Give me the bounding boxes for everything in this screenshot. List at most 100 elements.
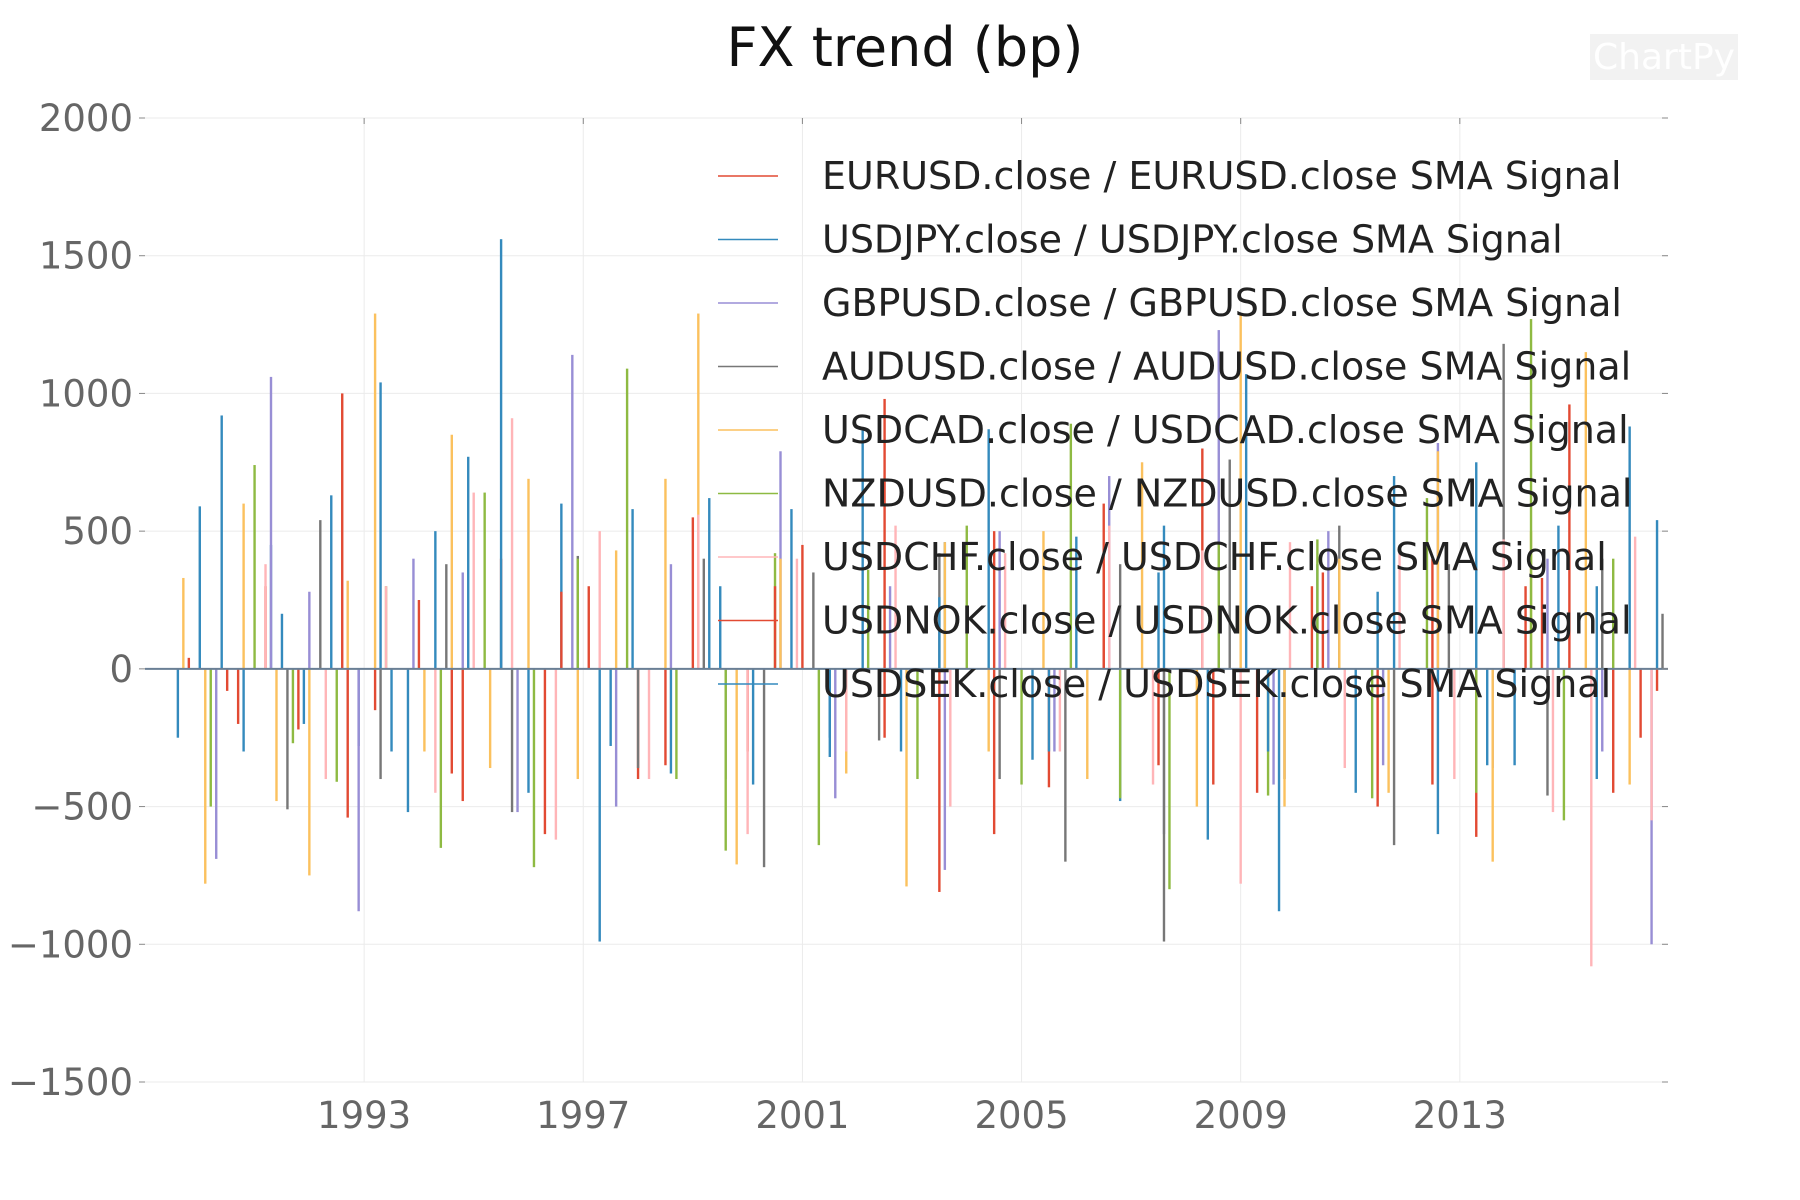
bar xyxy=(1338,558,1341,669)
legend-label: USDSEK.close / USDSEK.close SMA Signal xyxy=(822,662,1611,706)
bar xyxy=(1392,476,1396,669)
bar xyxy=(647,668,651,780)
bar xyxy=(708,498,711,669)
bar xyxy=(510,668,514,813)
series-bars xyxy=(264,418,1653,967)
bar xyxy=(1206,668,1210,840)
bar xyxy=(724,668,727,851)
x-tick-label: 1993 xyxy=(317,1094,411,1137)
bar xyxy=(384,586,388,669)
watermark-text: ChartPy xyxy=(1593,37,1735,78)
bar xyxy=(812,572,815,669)
bar xyxy=(176,668,180,738)
bar xyxy=(1162,525,1166,669)
bar xyxy=(598,531,601,669)
bar xyxy=(450,434,453,669)
legend-label: USDCHF.close / USDCHF.close SMA Signal xyxy=(822,535,1607,579)
bar xyxy=(346,580,349,669)
bar xyxy=(598,668,601,942)
bar xyxy=(1612,558,1615,669)
bar xyxy=(560,503,563,669)
bar xyxy=(209,668,212,807)
bar xyxy=(308,591,311,669)
bar xyxy=(1661,613,1664,669)
bar xyxy=(1201,550,1204,669)
bar xyxy=(1562,668,1566,821)
bar xyxy=(1502,539,1505,669)
bar xyxy=(499,239,503,669)
bar xyxy=(1540,577,1544,669)
legend-label: GBPUSD.close / GBPUSD.close SMA Signal xyxy=(822,281,1622,325)
bar xyxy=(1058,668,1062,752)
bar xyxy=(1502,343,1505,669)
bar xyxy=(943,542,947,669)
x-tick-label: 2001 xyxy=(755,1094,849,1137)
bar xyxy=(532,668,536,868)
bar xyxy=(702,558,705,669)
watermark: ChartPy xyxy=(1590,34,1738,80)
bar xyxy=(790,509,793,669)
bar xyxy=(697,514,700,669)
bar xyxy=(236,668,240,724)
legend-label: USDCAD.close / USDCAD.close SMA Signal xyxy=(822,408,1629,452)
bar xyxy=(735,668,738,865)
bar xyxy=(510,418,514,669)
bar xyxy=(834,668,837,799)
bar xyxy=(762,668,766,868)
bar xyxy=(614,668,618,807)
bar xyxy=(669,668,673,774)
bar xyxy=(417,600,421,669)
y-tick-label: 0 xyxy=(109,648,133,691)
bar xyxy=(1557,525,1560,669)
bar xyxy=(899,668,903,752)
bar xyxy=(488,668,492,769)
bar xyxy=(965,525,968,669)
bar xyxy=(1650,668,1653,821)
bar xyxy=(943,668,947,870)
bar xyxy=(1157,668,1160,766)
bar xyxy=(883,668,886,738)
bar xyxy=(1075,536,1078,669)
legend-label: EURUSD.close / EURUSD.close SMA Signal xyxy=(822,154,1622,198)
bar xyxy=(1020,668,1023,785)
bar xyxy=(1387,668,1390,793)
bar xyxy=(467,456,470,669)
x-tick-label: 1997 xyxy=(536,1094,630,1137)
bar xyxy=(1266,668,1270,752)
bar xyxy=(1628,668,1631,785)
bar xyxy=(1108,525,1111,669)
bar xyxy=(554,668,558,840)
bar xyxy=(1272,668,1275,785)
series-bars xyxy=(236,564,1642,835)
bar xyxy=(697,313,700,669)
bar xyxy=(1370,668,1374,799)
bar xyxy=(719,586,722,669)
bar xyxy=(373,668,377,711)
bar xyxy=(1475,668,1478,793)
bar xyxy=(664,668,667,766)
bar xyxy=(746,668,749,835)
bar xyxy=(1551,668,1555,813)
bar xyxy=(269,376,273,669)
bar xyxy=(1244,374,1248,669)
bar xyxy=(499,600,503,669)
bar xyxy=(861,429,864,669)
bar xyxy=(664,478,667,669)
bar xyxy=(1431,668,1434,785)
bar xyxy=(1283,668,1286,807)
bar xyxy=(845,668,848,752)
bar xyxy=(319,520,322,669)
bar xyxy=(609,668,612,746)
bar xyxy=(795,558,799,669)
bar xyxy=(280,613,284,669)
bar xyxy=(1436,668,1440,835)
bar xyxy=(905,668,908,887)
bar xyxy=(949,668,952,807)
bar xyxy=(1212,668,1215,785)
bar xyxy=(1053,668,1056,752)
bar xyxy=(527,668,530,793)
x-tick-label: 2005 xyxy=(974,1094,1068,1137)
bar xyxy=(576,668,579,780)
legend-label: NZDUSD.close / NZDUSD.close SMA Signal xyxy=(822,472,1633,516)
series-bars xyxy=(280,572,1598,766)
